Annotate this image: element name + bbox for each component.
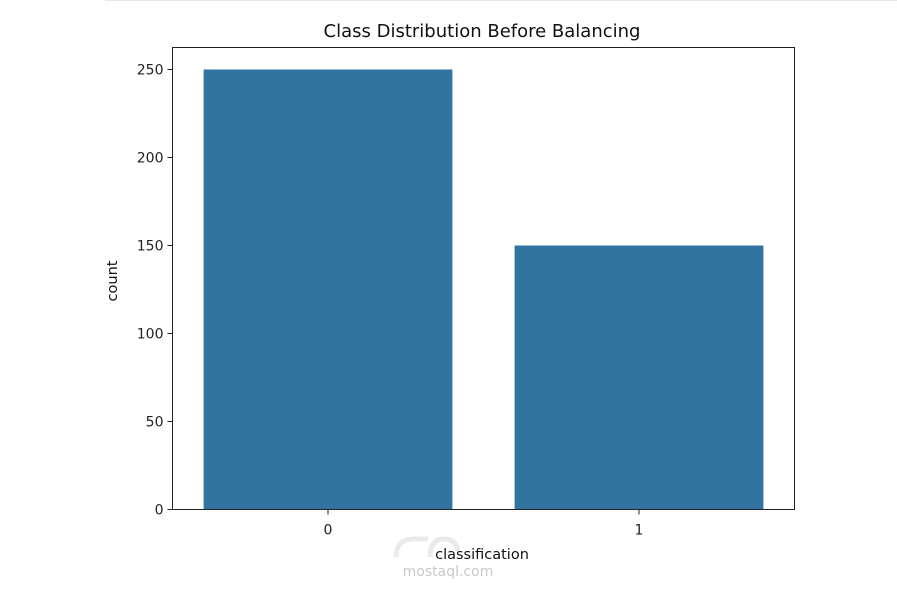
chart-title: Class Distribution Before Balancing [324,21,641,42]
watermark-logo [393,536,461,558]
plot-frame [172,47,795,510]
watermark-text: mostaql.com [403,564,494,580]
y-axis: 0 50 100 150 200 250 [137,63,173,519]
y-axis-label: count [105,260,121,301]
bars-group [203,69,764,510]
y-tick-label: 250 [137,63,164,79]
x-tick-label: 0 [324,523,333,539]
y-tick-label: 150 [137,239,164,255]
y-tick-label: 100 [137,327,164,343]
y-tick-label: 0 [155,503,164,519]
bar-1 [514,245,764,510]
x-tick-label: 1 [635,523,644,539]
bar-0 [203,69,453,510]
y-tick-label: 50 [146,415,164,431]
x-axis-label: classification [435,547,529,563]
watermark-icon [393,536,461,558]
y-tick-label: 200 [137,151,164,167]
